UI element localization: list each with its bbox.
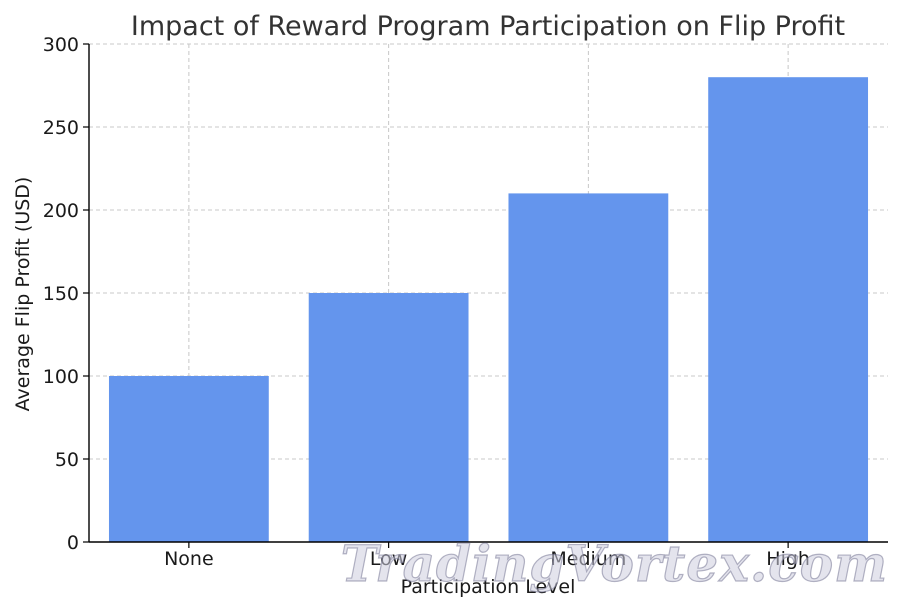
y-tick-label: 300 [43,34,79,56]
x-tick-label: High [766,548,810,570]
x-axis-title: Participation Level [401,576,576,598]
watermark-logo: TradingVortex.com [341,534,888,593]
x-tick-label: None [164,548,214,570]
y-tick-label: 250 [43,117,79,139]
y-tick-label: 150 [43,283,79,305]
y-tick-label: 200 [43,200,79,222]
x-tick-label: Low [370,548,407,570]
chart-title: Impact of Reward Program Participation o… [131,11,845,42]
bar-low [308,293,469,542]
x-tick-label: Medium [550,548,626,570]
bar-none [108,376,269,542]
bar-medium [508,193,669,542]
y-tick-label: 0 [67,532,79,554]
tick-layer: 0 50 100 150 200 250 300 None Low Medium High [43,34,810,570]
y-tick-label: 50 [55,449,79,471]
y-axis-title: Average Flip Profit (USD) [12,177,34,412]
y-tick-label: 100 [43,366,79,388]
bar-high [708,77,869,542]
bar-layer [108,77,869,542]
